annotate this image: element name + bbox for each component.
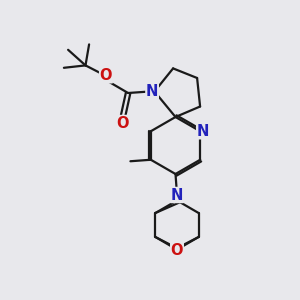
Text: N: N	[171, 188, 183, 202]
Text: N: N	[146, 84, 158, 99]
Text: O: O	[171, 243, 183, 258]
Text: O: O	[100, 68, 112, 83]
Text: O: O	[116, 116, 129, 130]
Text: N: N	[197, 124, 209, 139]
